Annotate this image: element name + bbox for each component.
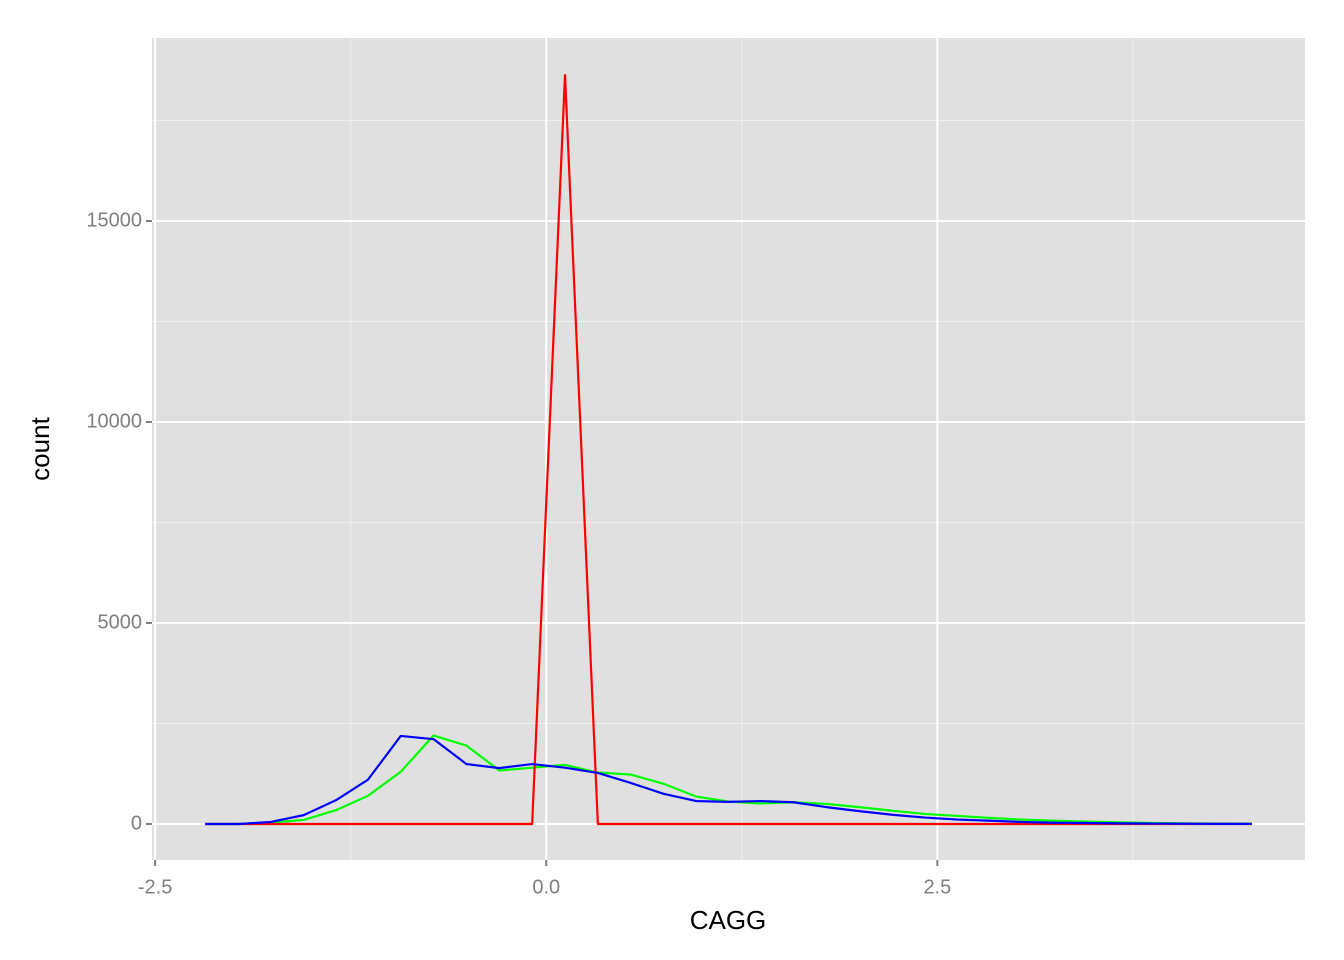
x-axis-title: CAGG	[690, 905, 767, 935]
y-tick-label: 0	[131, 812, 142, 834]
x-tick-label: -2.5	[138, 876, 172, 898]
y-tick-label: 15000	[86, 209, 142, 231]
y-axis-title: count	[25, 416, 55, 480]
y-tick-label: 10000	[86, 410, 142, 432]
y-tick-label: 5000	[98, 611, 143, 633]
series-line	[205, 734, 1252, 826]
x-tick-label: 2.5	[923, 876, 951, 898]
plot-background	[152, 38, 1305, 860]
x-tick-label: 0.0	[532, 876, 560, 898]
